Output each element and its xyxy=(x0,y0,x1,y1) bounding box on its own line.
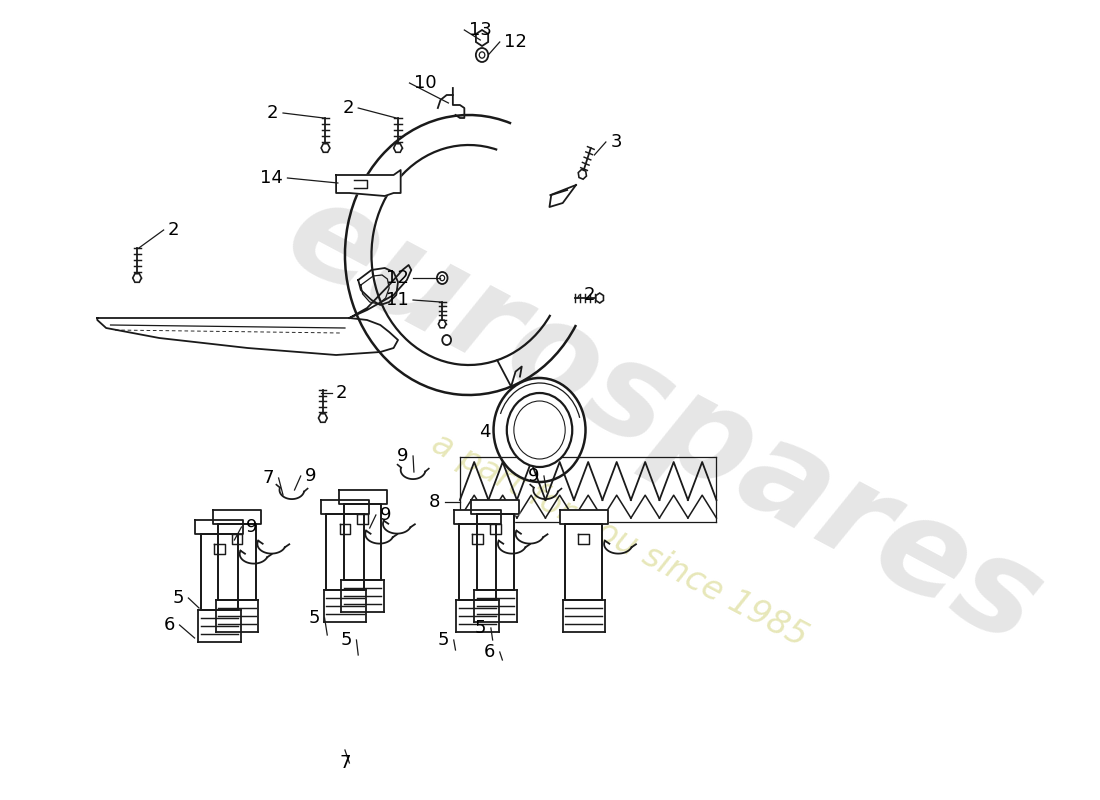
Text: 13: 13 xyxy=(469,21,492,39)
Circle shape xyxy=(507,393,572,467)
Polygon shape xyxy=(459,524,496,600)
Text: 2: 2 xyxy=(337,384,348,402)
Polygon shape xyxy=(565,524,603,600)
Polygon shape xyxy=(562,600,605,632)
Circle shape xyxy=(437,272,448,284)
Polygon shape xyxy=(201,534,238,610)
Text: 2: 2 xyxy=(168,221,179,239)
Text: 11: 11 xyxy=(386,291,408,309)
Text: 5: 5 xyxy=(341,631,352,649)
Polygon shape xyxy=(474,590,517,622)
Circle shape xyxy=(476,48,488,62)
Text: 7: 7 xyxy=(339,754,351,772)
Polygon shape xyxy=(196,520,243,534)
Polygon shape xyxy=(219,524,255,600)
Text: 8: 8 xyxy=(429,493,440,511)
Polygon shape xyxy=(579,170,586,179)
Polygon shape xyxy=(339,490,386,504)
Text: 9: 9 xyxy=(305,467,317,485)
Text: a part for you since 1985: a part for you since 1985 xyxy=(426,426,813,654)
Text: 14: 14 xyxy=(261,169,283,187)
Text: 2: 2 xyxy=(267,104,278,122)
Text: eurospares: eurospares xyxy=(265,168,1062,672)
Text: 4: 4 xyxy=(480,423,491,441)
Text: 9: 9 xyxy=(381,506,392,524)
Polygon shape xyxy=(344,504,382,580)
Text: 3: 3 xyxy=(610,133,621,151)
Text: 5: 5 xyxy=(438,631,449,649)
Polygon shape xyxy=(456,600,498,632)
Text: 6: 6 xyxy=(164,616,175,634)
Polygon shape xyxy=(337,170,400,196)
Polygon shape xyxy=(198,610,241,642)
Polygon shape xyxy=(438,320,447,328)
Text: 7: 7 xyxy=(263,469,274,487)
Text: 5: 5 xyxy=(173,589,184,607)
Text: 5: 5 xyxy=(475,619,486,637)
Text: 5: 5 xyxy=(309,609,320,627)
Text: 2: 2 xyxy=(342,99,354,117)
Text: 6: 6 xyxy=(484,643,495,661)
Polygon shape xyxy=(560,510,607,524)
Circle shape xyxy=(494,378,585,482)
Polygon shape xyxy=(476,30,488,46)
Text: 9: 9 xyxy=(528,467,539,485)
Polygon shape xyxy=(133,274,142,282)
Polygon shape xyxy=(319,414,327,422)
Text: 9: 9 xyxy=(246,518,257,536)
Polygon shape xyxy=(394,144,403,152)
Circle shape xyxy=(442,335,451,345)
Text: 9: 9 xyxy=(397,447,408,465)
Polygon shape xyxy=(596,293,604,303)
Polygon shape xyxy=(321,500,368,514)
Text: 12: 12 xyxy=(504,33,527,51)
Polygon shape xyxy=(323,590,366,622)
Polygon shape xyxy=(472,500,519,514)
Polygon shape xyxy=(341,580,384,612)
Text: 10: 10 xyxy=(414,74,437,92)
Text: 2: 2 xyxy=(584,286,595,304)
Polygon shape xyxy=(213,510,261,524)
Polygon shape xyxy=(476,514,514,590)
Polygon shape xyxy=(453,510,502,524)
Polygon shape xyxy=(216,600,258,632)
Polygon shape xyxy=(327,514,363,590)
Polygon shape xyxy=(321,144,330,152)
Text: 12: 12 xyxy=(386,269,408,287)
